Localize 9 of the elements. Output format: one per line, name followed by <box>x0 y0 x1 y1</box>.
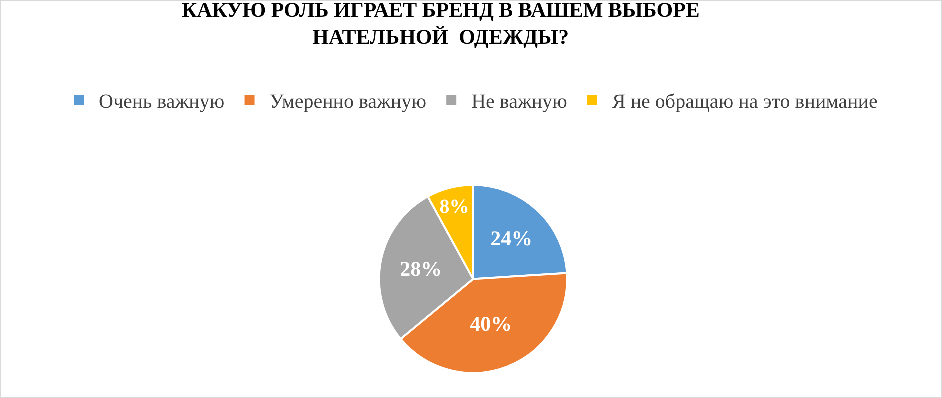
legend-label: Очень важную <box>99 90 225 113</box>
legend-label: Умеренно важную <box>270 90 427 113</box>
data-label: 28% <box>400 257 442 282</box>
data-label: 24% <box>490 226 533 250</box>
data-label: 8% <box>440 196 470 218</box>
data-label: 40% <box>470 312 512 336</box>
legend-label: Я не обращаю на это внимание <box>612 90 878 113</box>
chart-title: КАКУЮ РОЛЬ ИГРАЕТ БРЕНД В ВАШЕМ ВЫБОРЕ НАТЕЛЬНОЙ ОДЕЖДЫ? <box>182 0 700 50</box>
legend-label: Не важную <box>472 90 568 113</box>
